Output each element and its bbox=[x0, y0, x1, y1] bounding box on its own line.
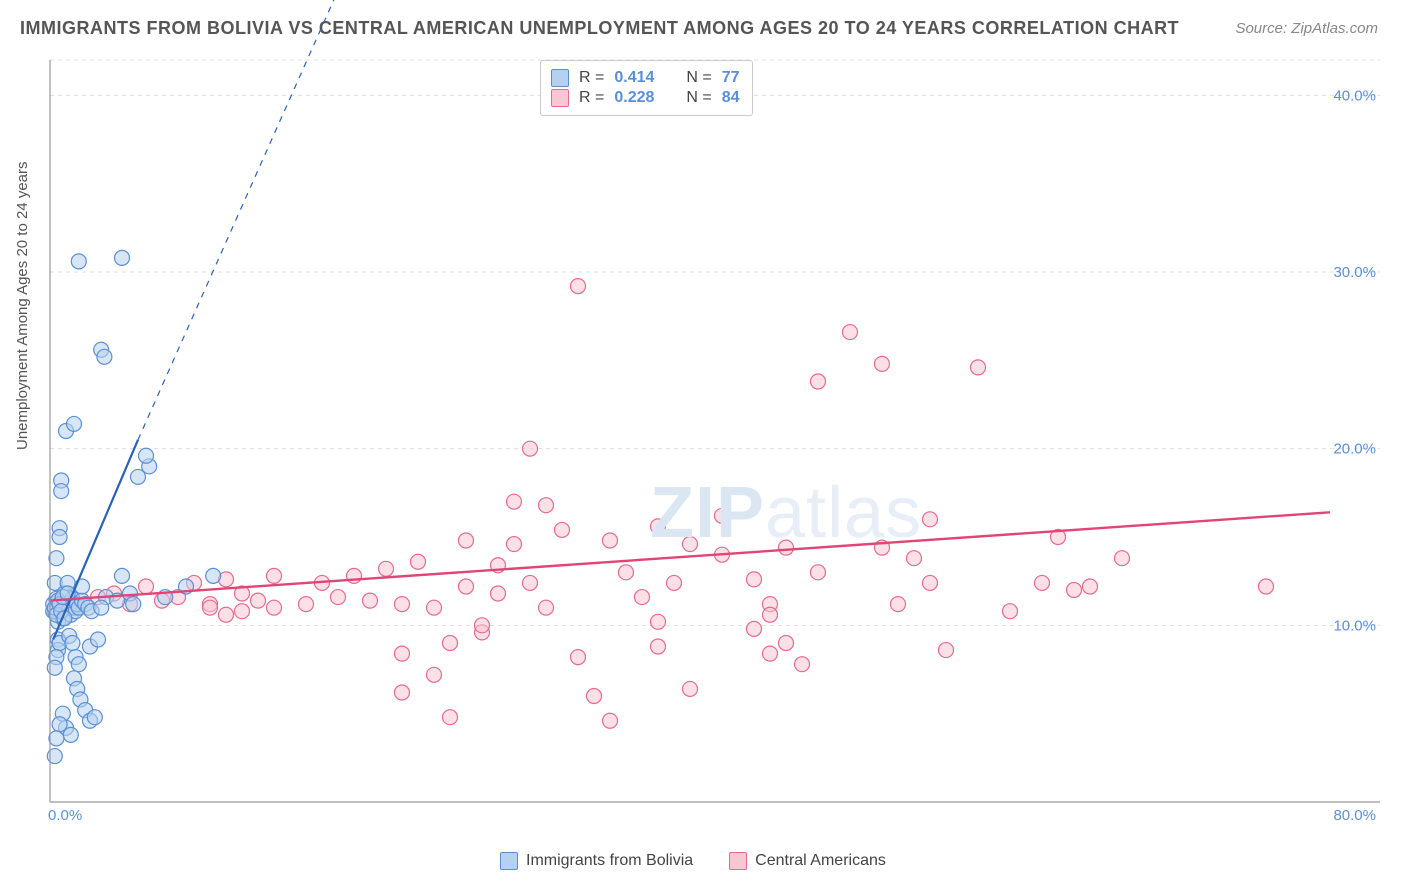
swatch-series-2b bbox=[729, 852, 747, 870]
legend-item-2: Central Americans bbox=[729, 852, 886, 870]
n-label-1: N = bbox=[686, 69, 711, 87]
r-value-2: 0.228 bbox=[614, 89, 654, 107]
r-value-1: 0.414 bbox=[614, 69, 654, 87]
swatch-series-1b bbox=[500, 852, 518, 870]
legend-stats-row-1: R = 0.414 N = 77 bbox=[551, 69, 740, 87]
legend-stats: R = 0.414 N = 77 R = 0.228 N = 84 bbox=[540, 60, 753, 116]
legend-label-1: Immigrants from Bolivia bbox=[526, 852, 693, 870]
svg-text:80.0%: 80.0% bbox=[1333, 807, 1376, 824]
plot-area: 10.0%20.0%30.0%40.0%0.0%80.0% ZIPatlas bbox=[50, 52, 1380, 822]
svg-text:20.0%: 20.0% bbox=[1333, 441, 1376, 458]
legend-item-1: Immigrants from Bolivia bbox=[500, 852, 693, 870]
r-label-2: R = bbox=[579, 89, 604, 107]
legend-series: Immigrants from Bolivia Central American… bbox=[500, 852, 886, 870]
swatch-series-1 bbox=[551, 69, 569, 87]
svg-text:0.0%: 0.0% bbox=[48, 807, 82, 824]
chart-title: IMMIGRANTS FROM BOLIVIA VS CENTRAL AMERI… bbox=[20, 18, 1179, 39]
svg-text:40.0%: 40.0% bbox=[1333, 87, 1376, 104]
legend-label-2: Central Americans bbox=[755, 852, 886, 870]
legend-stats-row-2: R = 0.228 N = 84 bbox=[551, 89, 740, 107]
y-axis-label: Unemployment Among Ages 20 to 24 years bbox=[14, 161, 31, 450]
n-value-1: 77 bbox=[722, 69, 740, 87]
source-label: Source: ZipAtlas.com bbox=[1235, 20, 1378, 37]
svg-text:30.0%: 30.0% bbox=[1333, 264, 1376, 281]
n-label-2: N = bbox=[686, 89, 711, 107]
svg-text:10.0%: 10.0% bbox=[1333, 617, 1376, 634]
scatter-svg: 10.0% 20.0% 30.0% 40.0% 0.0% 80.0% bbox=[50, 52, 1380, 822]
n-value-2: 84 bbox=[722, 89, 740, 107]
r-label-1: R = bbox=[579, 69, 604, 87]
correlation-chart: IMMIGRANTS FROM BOLIVIA VS CENTRAL AMERI… bbox=[0, 0, 1406, 892]
swatch-series-2 bbox=[551, 89, 569, 107]
